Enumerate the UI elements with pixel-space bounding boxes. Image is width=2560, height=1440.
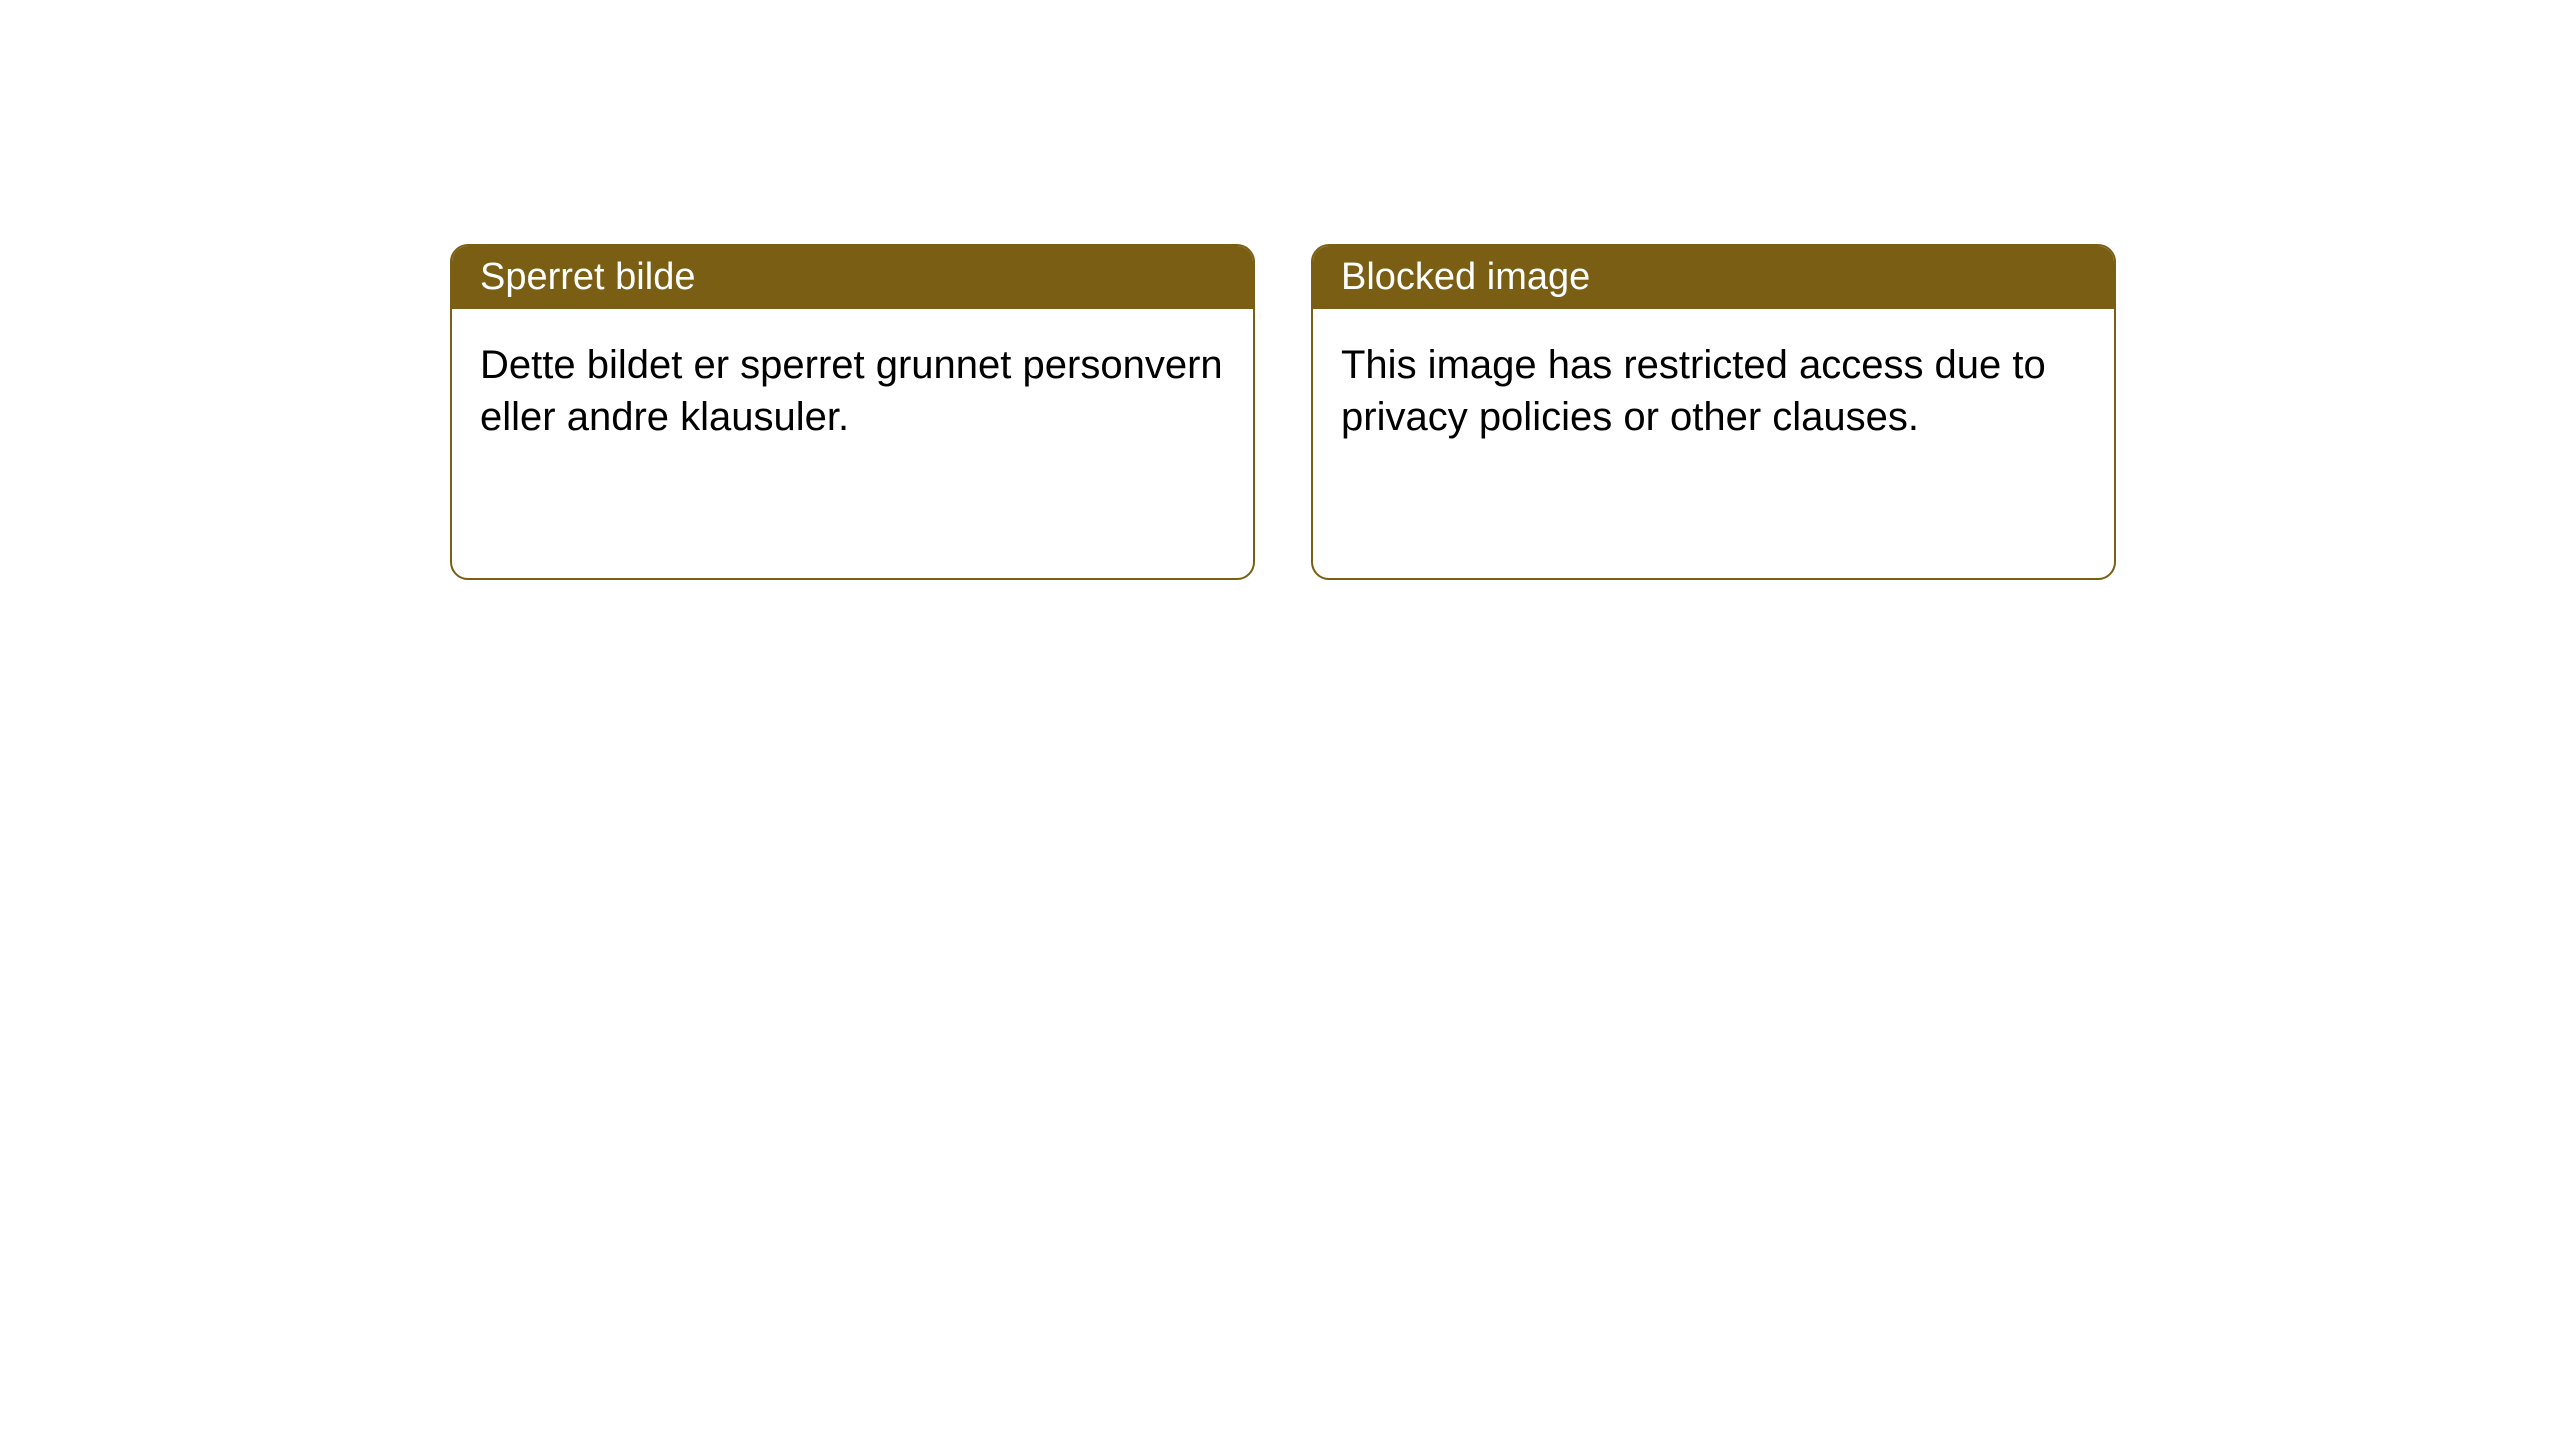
notice-card-english: Blocked image This image has restricted … bbox=[1311, 244, 2116, 580]
notice-header: Blocked image bbox=[1313, 246, 2114, 309]
notice-body-text: This image has restricted access due to … bbox=[1341, 343, 2046, 439]
notice-title: Blocked image bbox=[1341, 256, 1590, 298]
notice-body-text: Dette bildet er sperret grunnet personve… bbox=[480, 343, 1223, 439]
notice-body: Dette bildet er sperret grunnet personve… bbox=[452, 309, 1253, 473]
notice-card-norwegian: Sperret bilde Dette bildet er sperret gr… bbox=[450, 244, 1255, 580]
notice-body: This image has restricted access due to … bbox=[1313, 309, 2114, 473]
notice-title: Sperret bilde bbox=[480, 256, 695, 298]
notice-container: Sperret bilde Dette bildet er sperret gr… bbox=[0, 0, 2560, 580]
notice-header: Sperret bilde bbox=[452, 246, 1253, 309]
